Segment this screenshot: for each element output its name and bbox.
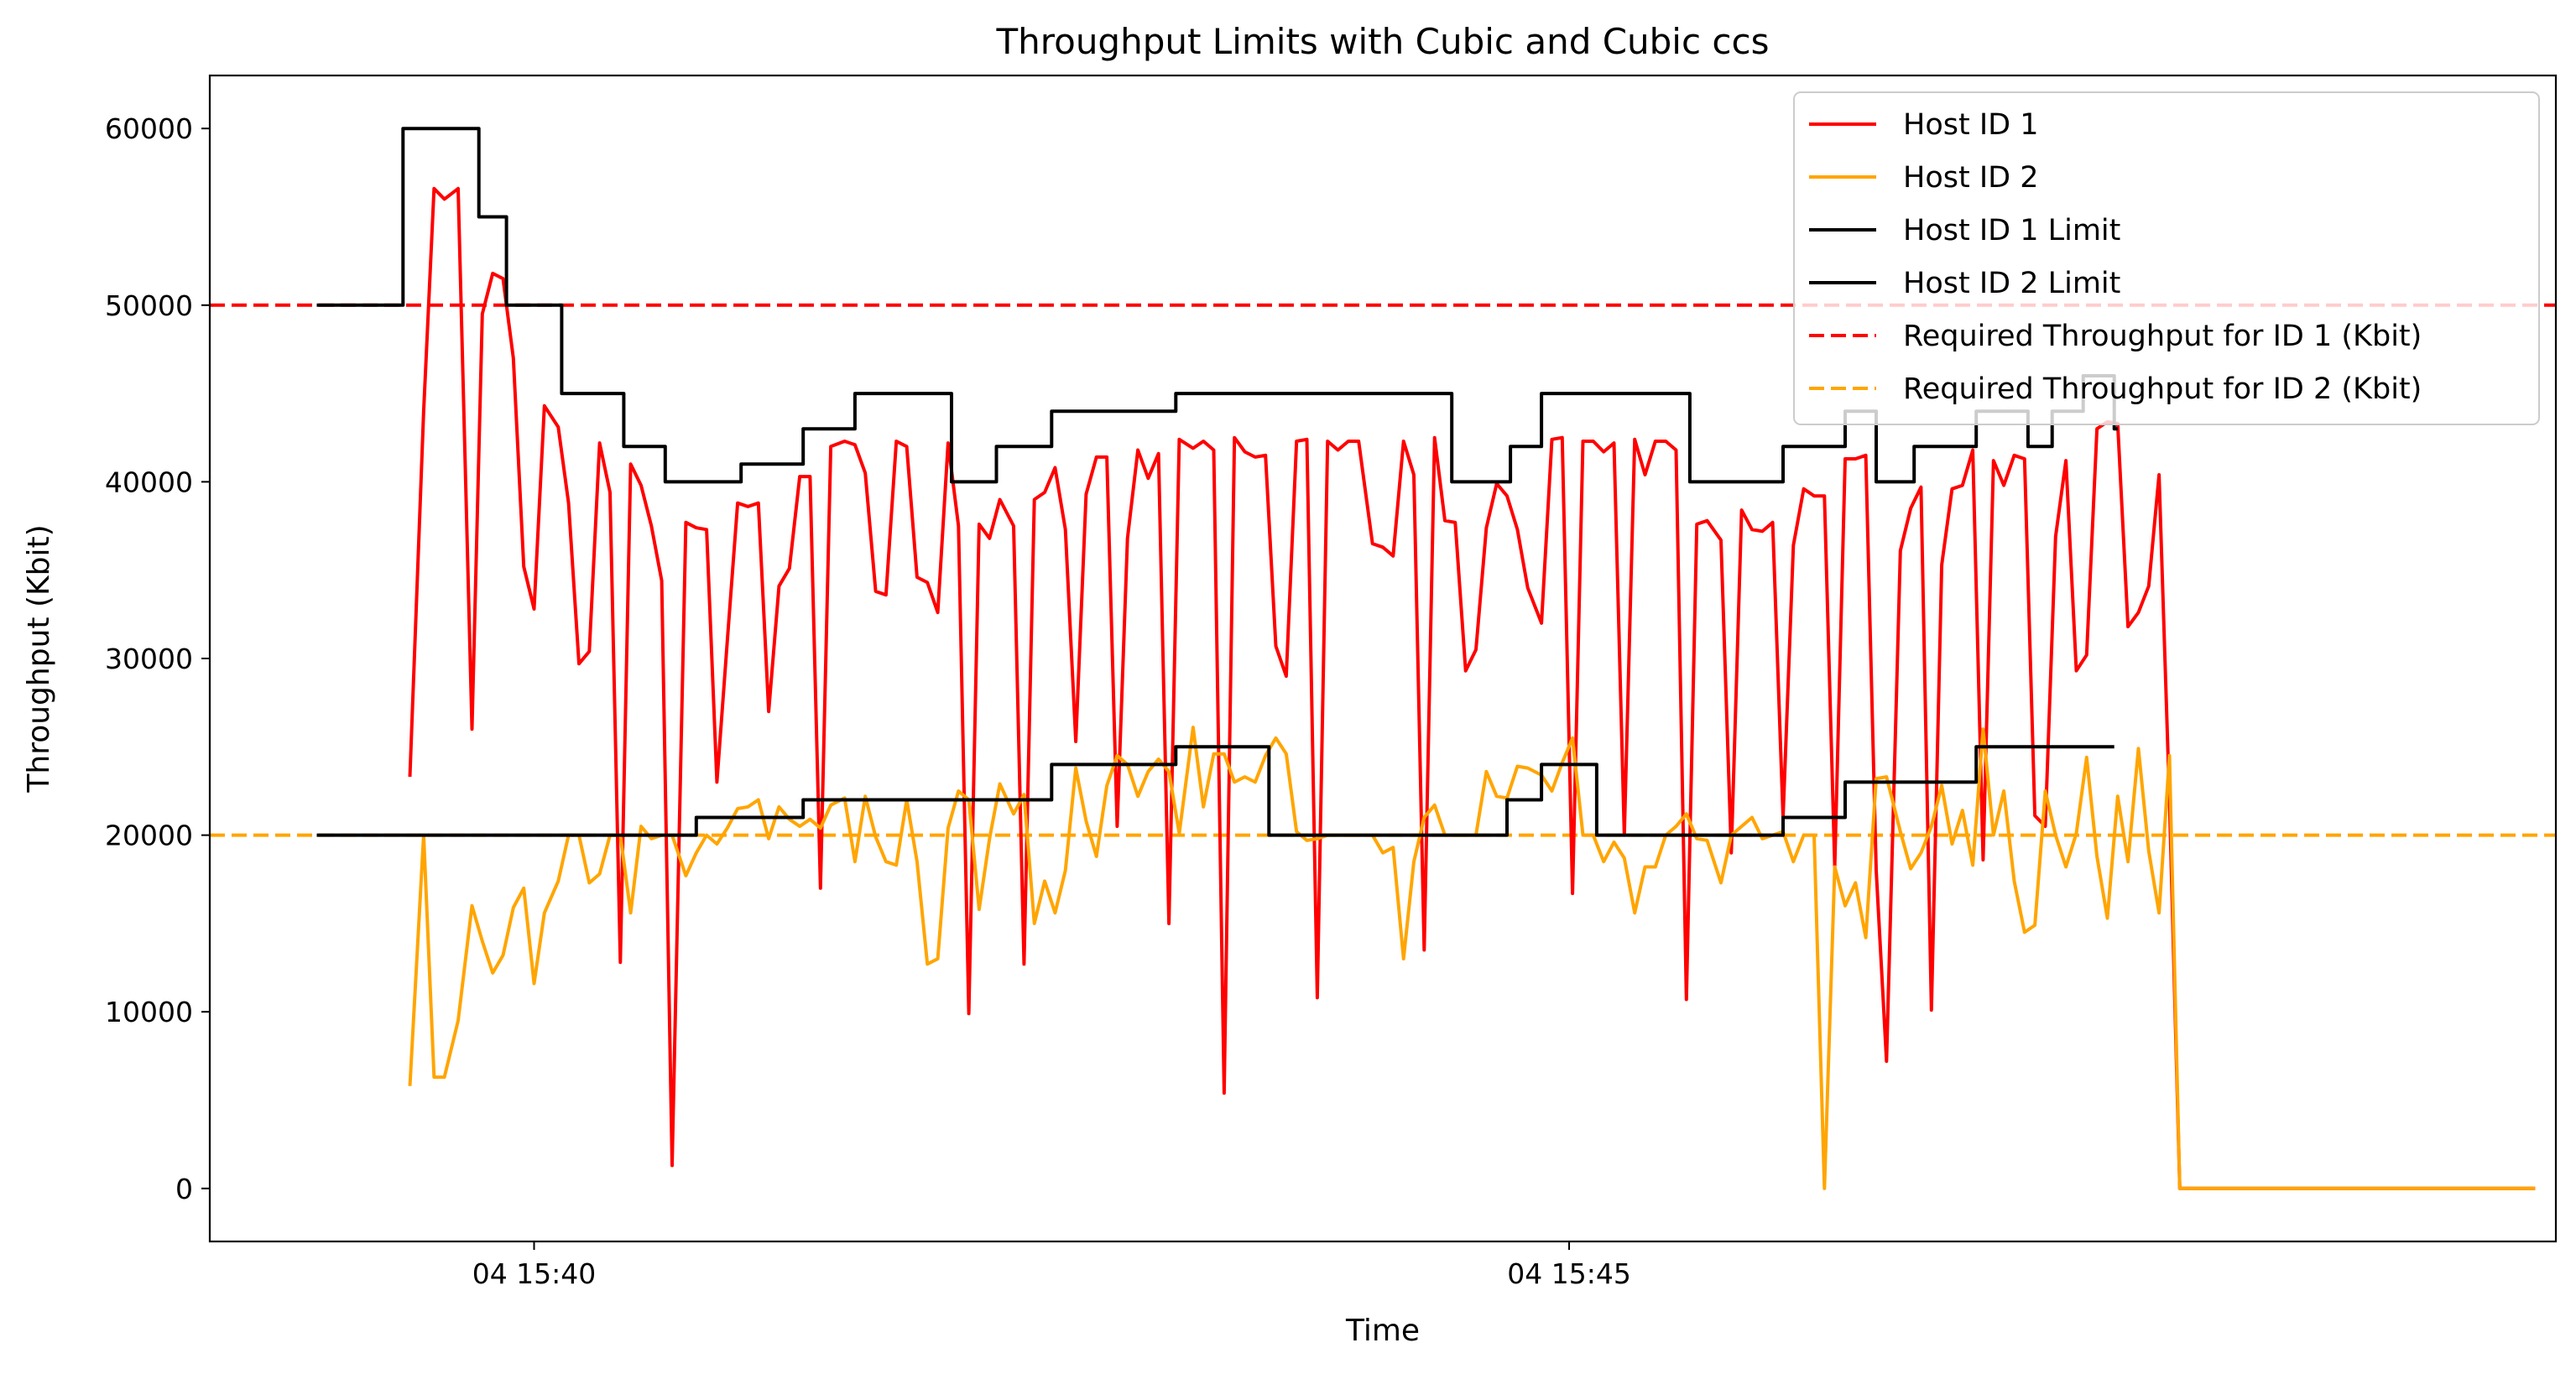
series-line-4	[316, 745, 2115, 837]
x-tick-label: 04 15:40	[472, 1257, 597, 1290]
series-line-2	[408, 726, 2536, 1190]
legend: Host ID 1 Host ID 2 Host ID 1 Limit Host ID…	[1793, 91, 2540, 425]
legend-label: Host ID 2 Limit	[1903, 267, 2120, 300]
chart-title: Throughput Limits with Cubic and Cubic c…	[996, 21, 1770, 62]
legend-label: Required Throughput for ID 1 (Kbit)	[1903, 320, 2422, 353]
y-tick-label: 20000	[105, 820, 193, 852]
legend-label: Host ID 1 Limit	[1903, 214, 2120, 247]
y-tick-label: 40000	[105, 466, 193, 498]
legend-label: Host ID 2	[1903, 161, 2038, 195]
y-axis-ticks: 0 10000 20000 30000 40000 50000 60000	[105, 112, 210, 1205]
y-tick-label: 30000	[105, 643, 193, 675]
y-axis-label: Throughput (Kbit)	[22, 524, 56, 793]
legend-label: Host ID 1	[1903, 108, 2038, 142]
y-tick-label: 50000	[105, 289, 193, 322]
x-axis-label: Time	[1345, 1314, 1420, 1348]
series-line-1	[408, 186, 2536, 1190]
legend-label: Required Throughput for ID 2 (Kbit)	[1903, 372, 2422, 406]
plot-frame	[208, 74, 2558, 1243]
x-axis-ticks: 04 15:40 04 15:45	[472, 1241, 1631, 1290]
y-tick-label: 0	[175, 1173, 193, 1205]
legend-box	[1793, 91, 2540, 425]
x-tick-label: 04 15:45	[1507, 1257, 1631, 1290]
y-tick-label: 10000	[105, 996, 193, 1028]
y-tick-label: 60000	[105, 112, 193, 145]
